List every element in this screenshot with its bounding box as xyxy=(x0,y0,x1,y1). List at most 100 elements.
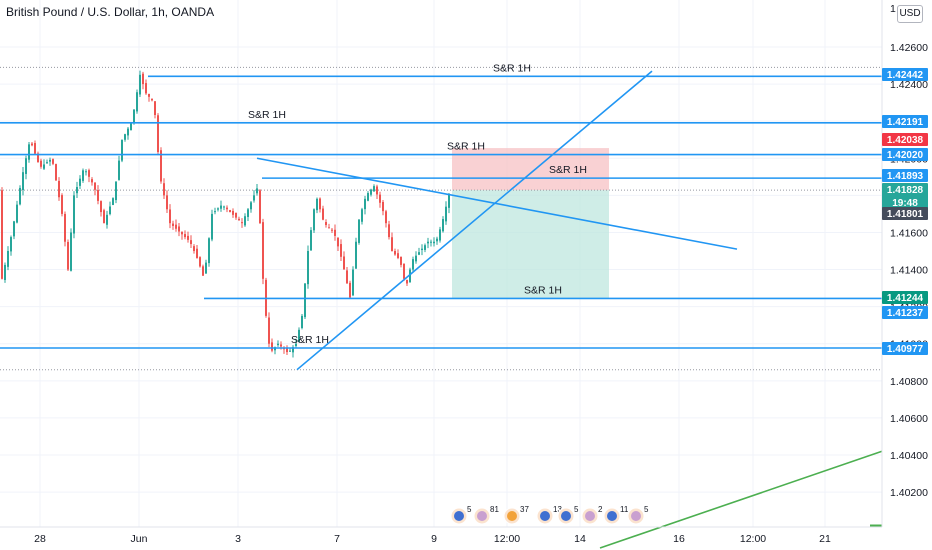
candle xyxy=(136,89,138,114)
candle-body xyxy=(280,344,282,347)
candle-body xyxy=(367,193,369,201)
candle xyxy=(193,244,195,254)
green-trendline[interactable] xyxy=(599,450,883,549)
price-tag-value: 1.41244 xyxy=(887,293,924,304)
candle xyxy=(328,223,330,229)
price-tag-bg xyxy=(882,183,928,210)
candle xyxy=(427,237,429,249)
candle xyxy=(76,181,78,198)
event-badge[interactable]: 11 xyxy=(603,505,629,525)
candle xyxy=(91,177,93,186)
price-tag-value: 1.41893 xyxy=(887,171,924,182)
event-badge[interactable]: 81 xyxy=(473,505,499,525)
candle xyxy=(10,235,12,256)
candle-body xyxy=(25,158,27,174)
currency-button[interactable]: USD xyxy=(897,5,923,23)
candle-body xyxy=(13,221,15,237)
candle-body xyxy=(76,187,78,194)
event-badge-count: 13 xyxy=(553,505,562,514)
event-badge[interactable]: 5 xyxy=(627,505,649,525)
candle-body xyxy=(97,190,99,201)
price-tag-bg xyxy=(882,169,928,182)
candle xyxy=(43,159,45,171)
candle xyxy=(286,345,288,356)
candle xyxy=(73,191,75,239)
event-badge[interactable]: 5 xyxy=(557,505,579,525)
candle-body xyxy=(55,164,57,181)
candle xyxy=(55,163,57,181)
x-tick-label: Jun xyxy=(131,533,148,545)
candle xyxy=(88,168,90,183)
candle-body xyxy=(256,188,258,194)
candle-body xyxy=(178,226,180,232)
candle xyxy=(367,191,369,202)
price-tag-bg xyxy=(882,115,928,128)
dotted-price-lines xyxy=(0,66,882,371)
candle xyxy=(154,101,156,119)
candle xyxy=(325,219,327,228)
candle xyxy=(139,70,141,97)
candle-body xyxy=(436,238,438,242)
trend-lines[interactable] xyxy=(256,70,883,549)
candle-body xyxy=(16,204,18,223)
x-tick-label: 3 xyxy=(235,533,241,545)
ascending-trendline[interactable] xyxy=(296,70,653,371)
descending-trendline[interactable] xyxy=(256,157,738,250)
candle-body xyxy=(277,343,279,346)
candle-body xyxy=(61,195,63,214)
sr-label: S&R 1H xyxy=(291,334,329,346)
candle-body xyxy=(205,262,207,274)
candle-body xyxy=(331,229,333,231)
candle xyxy=(235,212,237,220)
candle-body xyxy=(388,224,390,238)
candle-body xyxy=(130,123,132,131)
flag-icon xyxy=(540,511,550,521)
candle-body xyxy=(217,208,219,210)
candle xyxy=(112,197,114,206)
candle-body xyxy=(226,207,228,210)
candle-body xyxy=(442,219,444,232)
candle-body xyxy=(370,189,372,195)
candle-body xyxy=(346,270,348,284)
time-axis[interactable]: 28 Jun 3 7 9 12:00 14 16 12:00 21 xyxy=(0,526,882,545)
candle-body xyxy=(364,198,366,210)
candle-body xyxy=(160,150,162,182)
candle xyxy=(34,140,36,155)
candle xyxy=(160,147,162,184)
candle xyxy=(214,207,216,215)
event-badges[interactable]: 5 81 37 13 5 2 11 5 xyxy=(450,505,649,525)
event-badge[interactable]: 2 xyxy=(581,505,603,525)
candle-body xyxy=(133,109,135,123)
candle-body xyxy=(199,257,201,267)
candle xyxy=(64,211,66,247)
candle-body xyxy=(328,227,330,229)
candle-body xyxy=(286,348,288,353)
sr-label: S&R 1H xyxy=(524,284,562,296)
candle xyxy=(271,338,273,353)
candle xyxy=(406,279,408,286)
candle xyxy=(316,197,318,214)
candle xyxy=(433,237,435,247)
candle xyxy=(97,185,99,205)
event-badge-count: 5 xyxy=(467,505,472,514)
event-badge[interactable]: 5 xyxy=(450,505,472,525)
candle xyxy=(259,189,261,224)
candle-body xyxy=(316,198,318,211)
candle xyxy=(376,184,378,199)
candle xyxy=(247,207,249,222)
chart-grid xyxy=(0,0,882,527)
candle xyxy=(304,283,306,320)
candle xyxy=(322,205,324,221)
event-badge[interactable]: 37 xyxy=(503,505,529,525)
candle-body xyxy=(382,201,384,212)
candle-body xyxy=(301,315,303,329)
price-tag-value: 1.41801 xyxy=(887,209,924,220)
sr-lines[interactable]: S&R 1H S&R 1H S&R 1H S&R 1H S&R 1H S&R 1H xyxy=(0,62,882,349)
event-badge[interactable]: 13 xyxy=(536,505,562,525)
candle xyxy=(58,177,60,201)
candle-body xyxy=(340,244,342,257)
candle-body xyxy=(100,201,102,213)
candle-body xyxy=(307,251,309,285)
candle xyxy=(277,340,279,347)
